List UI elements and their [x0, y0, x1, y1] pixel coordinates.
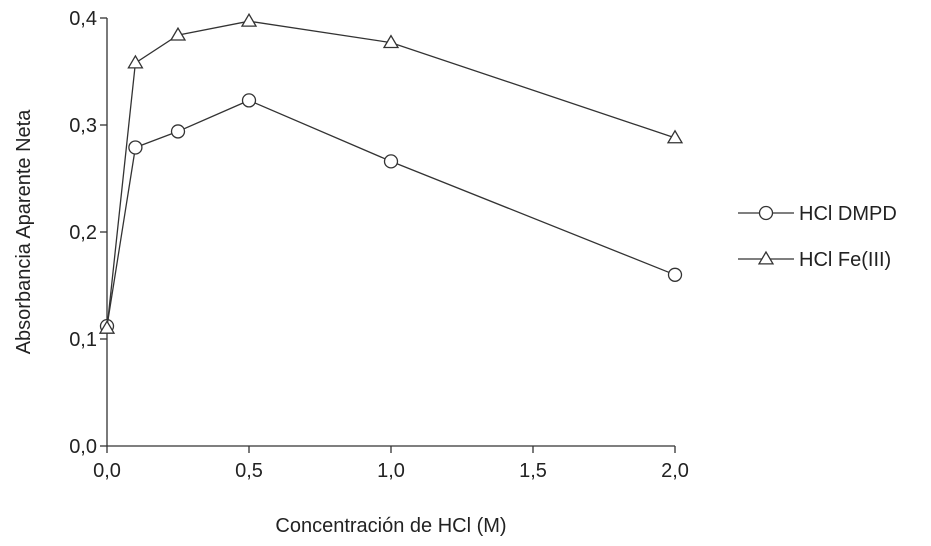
data-point-triangle: [666, 129, 684, 144]
x-axis-label: Concentración de HCl (M): [275, 515, 506, 537]
x-axis-ticks: 0,0 0,5 1,0 1,5 2,0: [93, 446, 689, 482]
data-point-triangle: [169, 26, 187, 41]
legend-label: HCl Fe(III): [799, 249, 891, 271]
data-point-circle: [241, 93, 257, 108]
legend-item: HCl Fe(III): [738, 249, 891, 271]
data-point-triangle: [127, 54, 144, 69]
x-tick-label: 1,0: [377, 460, 405, 482]
y-axis-ticks: 0,0 0,1 0,2 0,3 0,4: [69, 8, 107, 458]
x-tick-label: 1,5: [519, 460, 547, 482]
y-tick-label: 0,0: [69, 436, 97, 458]
series-group: [98, 12, 684, 334]
series-1: [99, 93, 683, 334]
y-tick-label: 0,3: [69, 115, 97, 137]
x-tick-label: 0,0: [93, 460, 121, 482]
y-tick-label: 0,4: [69, 8, 97, 30]
data-point-circle: [383, 154, 399, 169]
data-point-triangle: [240, 12, 258, 27]
series-2: [98, 12, 684, 334]
legend-label: HCl DMPD: [799, 203, 897, 225]
data-point-triangle: [382, 34, 400, 49]
legend-triangle-marker: [757, 250, 775, 265]
series-line: [106, 99, 676, 327]
data-point-circle: [170, 124, 186, 139]
plot-area: 0,0 0,1 0,2 0,3 0,4 0,0 0,5 1,0 1,5 2,0: [69, 8, 689, 482]
y-tick-label: 0,2: [69, 222, 97, 244]
data-point-triangle: [98, 320, 116, 334]
legend: HCl DMPD HCl Fe(III): [738, 203, 897, 271]
legend-item: HCl DMPD: [738, 203, 897, 225]
data-point-circle: [667, 267, 683, 282]
x-tick-label: 0,5: [235, 460, 263, 482]
y-axis-label: Absorbancia Aparente Neta: [13, 109, 35, 354]
x-tick-label: 2,0: [661, 460, 689, 482]
data-point-circle: [128, 140, 143, 155]
series-line: [106, 20, 676, 329]
y-tick-label: 0,1: [69, 329, 97, 351]
legend-circle-marker: [758, 205, 774, 221]
